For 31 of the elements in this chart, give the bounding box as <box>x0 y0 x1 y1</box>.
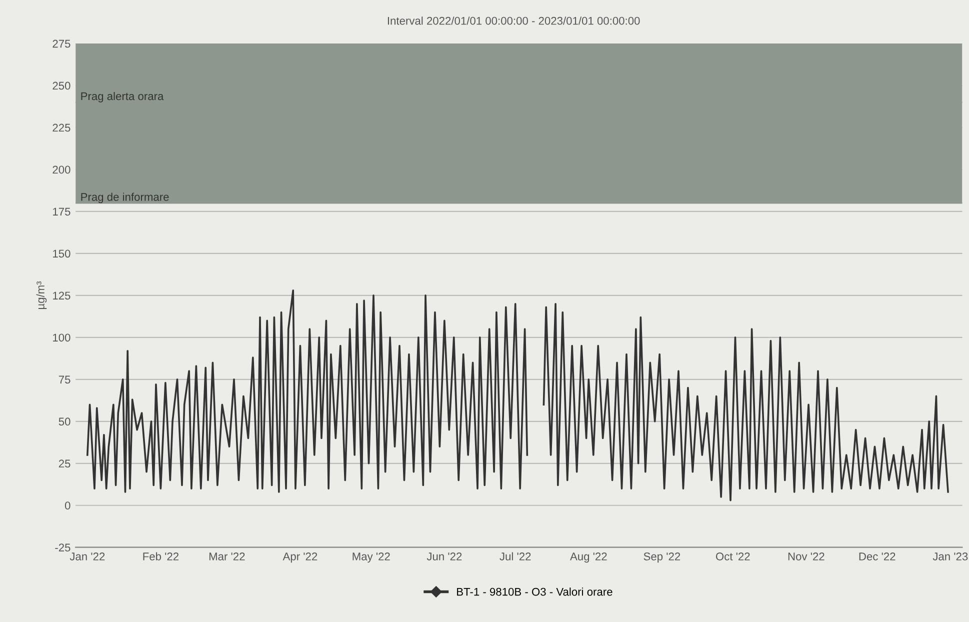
y-tick-label: -25 <box>55 544 70 552</box>
y-tick-label: 200 <box>52 166 70 174</box>
y-tick-label: 275 <box>52 40 70 48</box>
x-tick-label: May '22 <box>352 552 390 563</box>
legend-label: BT-1 - 9810B - O3 - Valori orare <box>457 588 612 596</box>
chart-title: Interval 2022/01/01 00:00:00 - 2023/01/01 00:00:00 <box>388 16 640 25</box>
y-tick-label: 150 <box>53 250 70 258</box>
x-tick-label: Feb '22 <box>143 552 178 560</box>
x-tick-label: Mar '22 <box>209 552 245 560</box>
x-tick-label: Jan '23 <box>932 552 968 560</box>
x-tick-label: Dec '22 <box>859 552 896 560</box>
y-tick-label: 100 <box>53 334 70 342</box>
x-tick-label: Jun '22 <box>426 552 462 560</box>
y-tick-label: 25 <box>58 460 70 468</box>
x-tick-label: Jul '22 <box>500 552 531 560</box>
x-tick-label: Oct '22 <box>716 552 750 560</box>
x-tick-label: Sep '22 <box>644 552 680 563</box>
x-tick-label: Aug '22 <box>570 552 607 563</box>
x-tick-label: Apr '22 <box>282 552 318 563</box>
ref-line-label: Prag alerta orara <box>81 92 164 102</box>
x-tick-label: Jan '22 <box>70 552 105 560</box>
y-tick-label: 225 <box>52 124 70 132</box>
ref-line-label: Prag de informare <box>81 192 169 204</box>
y-axis-title: µg/m³ <box>36 281 47 309</box>
y-tick-label: 175 <box>53 208 70 216</box>
y-tick-label: 250 <box>52 82 70 90</box>
y-tick-label: 75 <box>58 376 70 384</box>
y-tick-label: 50 <box>58 418 70 426</box>
y-tick-label: 0 <box>64 502 70 510</box>
x-tick-label: Nov '22 <box>788 552 824 560</box>
y-tick-label: 125 <box>53 292 70 300</box>
